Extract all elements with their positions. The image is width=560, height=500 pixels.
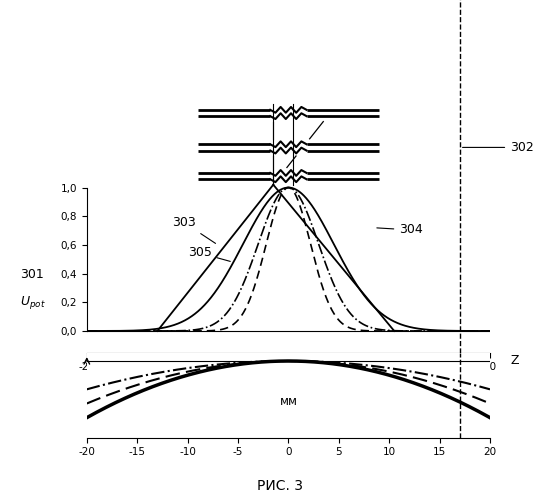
Text: $U_{pot}$: $U_{pot}$ xyxy=(20,294,45,311)
Text: 304: 304 xyxy=(377,224,423,236)
Text: РИС. 3: РИС. 3 xyxy=(257,478,303,492)
Text: мм: мм xyxy=(279,396,297,408)
Text: 301: 301 xyxy=(20,268,43,280)
Text: Z: Z xyxy=(510,354,519,368)
Text: мм: мм xyxy=(279,350,297,364)
Text: 302: 302 xyxy=(463,141,534,154)
Text: 303: 303 xyxy=(172,216,216,244)
Text: 305: 305 xyxy=(188,246,230,262)
